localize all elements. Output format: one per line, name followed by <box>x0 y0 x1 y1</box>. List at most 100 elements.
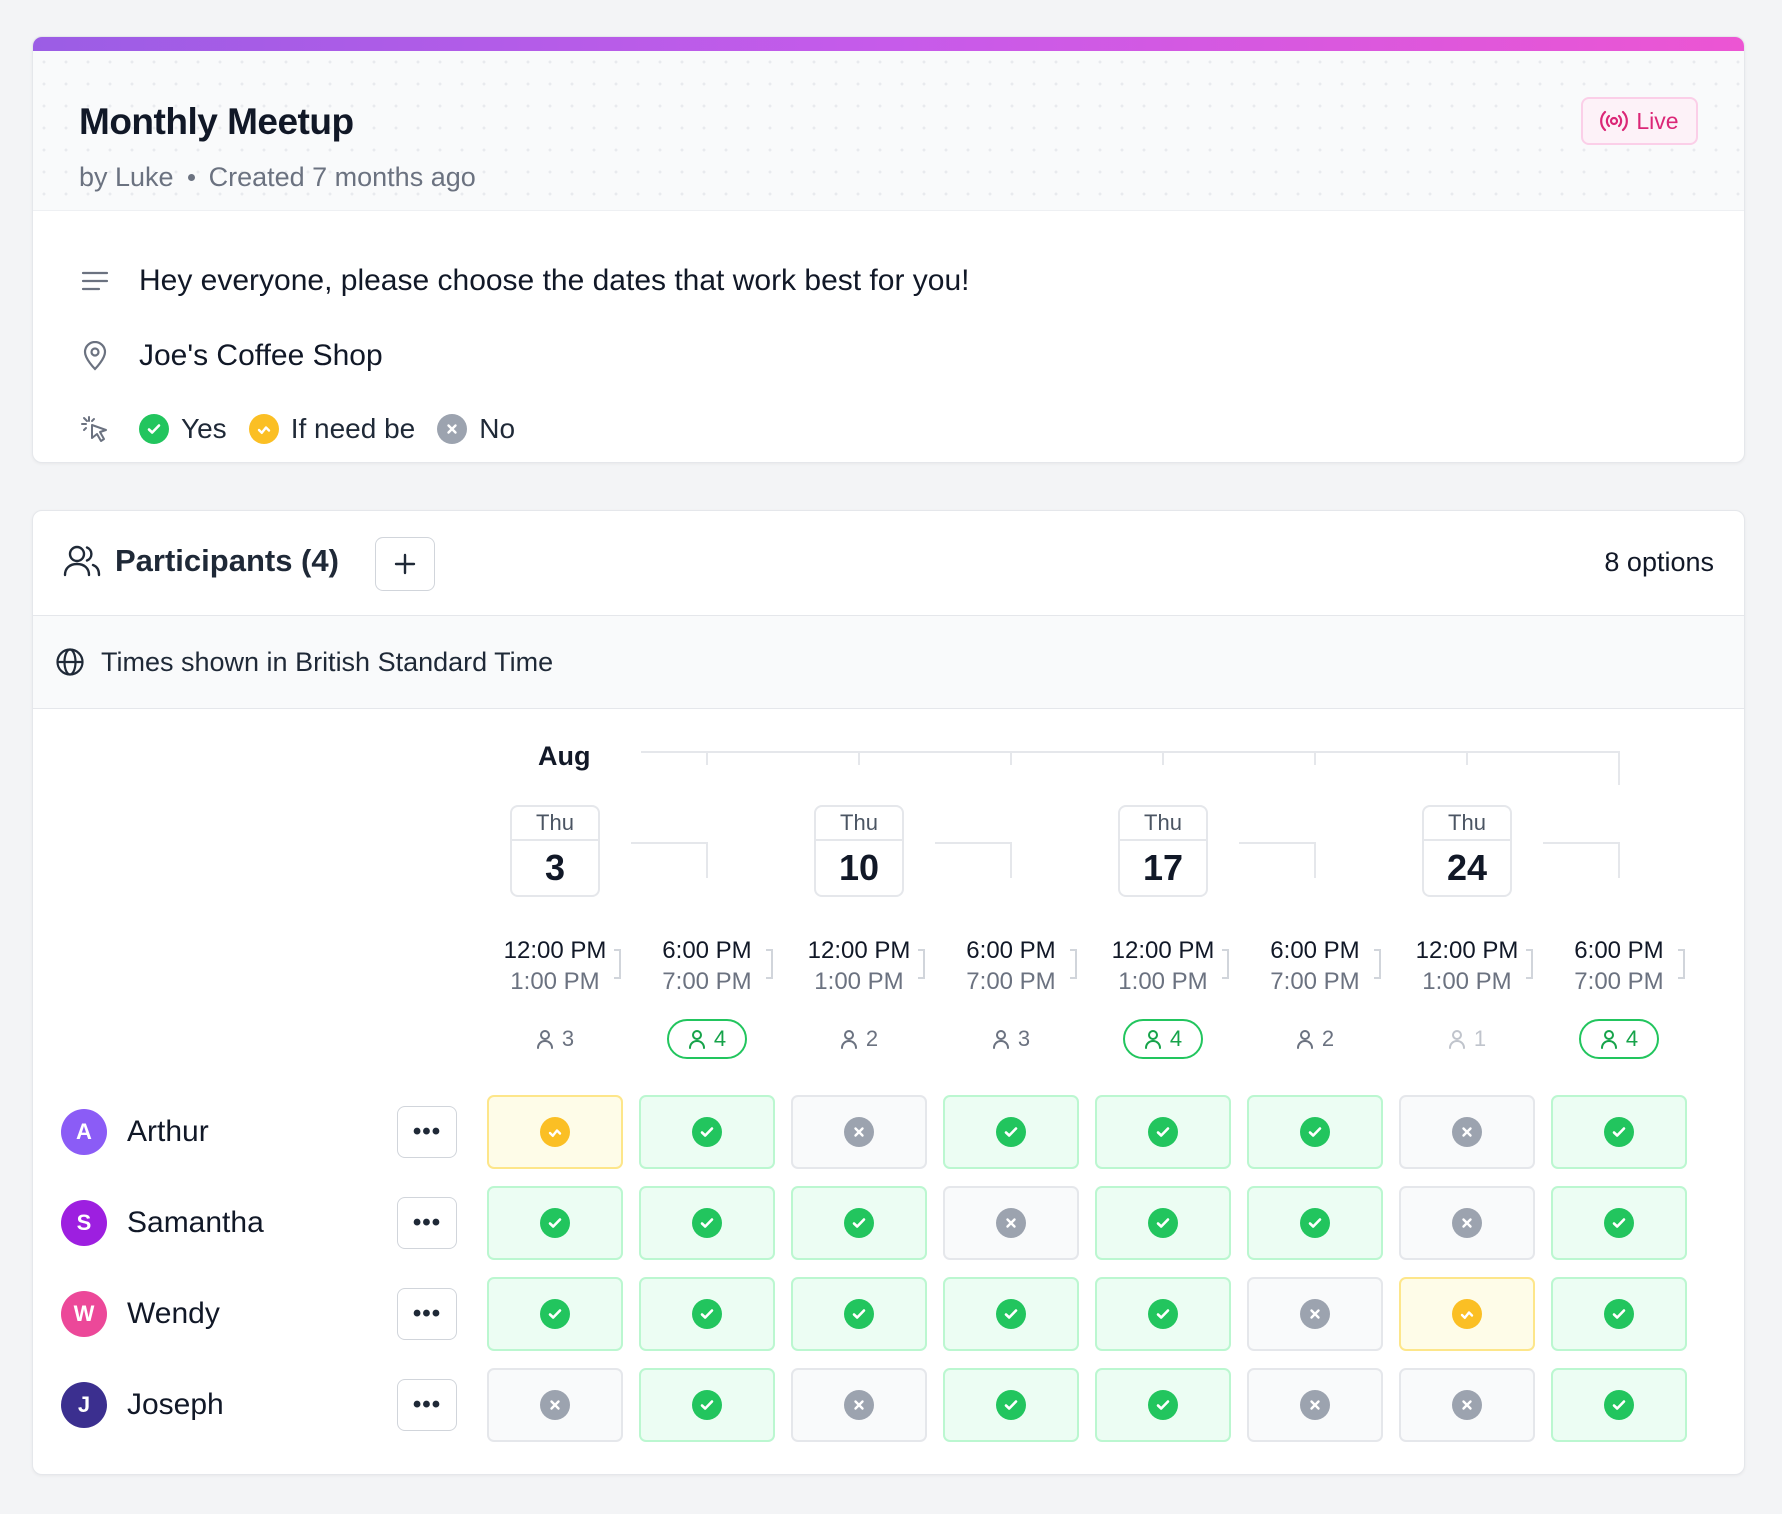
vote-cell-yes[interactable] <box>1551 1368 1687 1442</box>
user-icon <box>688 1030 705 1049</box>
slot-end-time: 7:00 PM <box>966 968 1056 995</box>
user-icon <box>840 1030 857 1049</box>
map-pin-icon <box>79 340 111 372</box>
legend-ifneed: If need be <box>248 413 415 445</box>
vote-cell-no[interactable] <box>1247 1368 1383 1442</box>
date-connector <box>1239 842 1315 844</box>
vote-cell-no[interactable] <box>791 1095 927 1169</box>
vote-cell-no[interactable] <box>943 1186 1079 1260</box>
check-icon <box>692 1208 722 1238</box>
add-participant-button[interactable] <box>375 537 435 591</box>
participant-count: 2 <box>1275 1019 1355 1059</box>
vote-cell-ifneed[interactable] <box>487 1095 623 1169</box>
vote-cell-no[interactable] <box>1399 1368 1535 1442</box>
vote-cell-no[interactable] <box>1399 1186 1535 1260</box>
vote-cell-yes[interactable] <box>1551 1095 1687 1169</box>
participants-card: Participants (4) 8 options Times shown i… <box>32 510 1745 1475</box>
participant-row: J Joseph <box>61 1368 224 1442</box>
vote-cell-no[interactable] <box>487 1368 623 1442</box>
date-weekday: Thu <box>512 807 598 841</box>
vote-cell-yes[interactable] <box>639 1186 775 1260</box>
timezone-bar[interactable]: Times shown in British Standard Time <box>33 616 1744 709</box>
date-day: 17 <box>1142 847 1184 888</box>
vote-cell-yes[interactable] <box>487 1186 623 1260</box>
vote-cell-yes[interactable] <box>1551 1186 1687 1260</box>
vote-cell-yes[interactable] <box>639 1277 775 1351</box>
time-bracket <box>766 949 773 979</box>
participant-count: 4 <box>1579 1019 1659 1059</box>
participant-menu-button[interactable]: ••• <box>397 1197 457 1249</box>
vote-cell-yes[interactable] <box>639 1368 775 1442</box>
time-slot[interactable]: 6:00 PM 7:00 PM <box>935 937 1087 996</box>
participants-title: Participants (4) <box>63 543 339 579</box>
participant-count-value: 2 <box>865 1026 879 1051</box>
vote-cell-yes[interactable] <box>1247 1186 1383 1260</box>
vote-cell-yes[interactable] <box>1095 1095 1231 1169</box>
vote-cell-yes[interactable] <box>791 1277 927 1351</box>
time-slot[interactable]: 12:00 PM 1:00 PM <box>1391 937 1543 996</box>
date-connector-tick <box>1314 842 1316 878</box>
vote-cell-yes[interactable] <box>1095 1368 1231 1442</box>
vote-cell-yes[interactable] <box>943 1095 1079 1169</box>
user-icon <box>1296 1030 1313 1049</box>
time-slot[interactable]: 6:00 PM 7:00 PM <box>1543 937 1695 996</box>
month-rule <box>641 751 1619 753</box>
legend-row: Yes If need be No <box>79 413 537 445</box>
slot-start-time: 6:00 PM <box>966 937 1056 964</box>
time-slot[interactable]: 12:00 PM 1:00 PM <box>1087 937 1239 996</box>
vote-cell-yes[interactable] <box>1095 1186 1231 1260</box>
check-icon <box>1148 1117 1178 1147</box>
month-tick <box>706 751 708 765</box>
slot-end-time: 7:00 PM <box>1574 968 1664 995</box>
vote-cell-yes[interactable] <box>943 1368 1079 1442</box>
check-icon <box>1604 1208 1634 1238</box>
participant-name: Wendy <box>127 1297 220 1330</box>
participant-name: Samantha <box>127 1206 264 1239</box>
participant-menu-button[interactable]: ••• <box>397 1379 457 1431</box>
poll-location: Joe's Coffee Shop <box>139 339 383 372</box>
date-box: Thu 3 <box>510 805 600 897</box>
x-icon <box>1300 1299 1330 1329</box>
vote-cell-ifneed[interactable] <box>1399 1277 1535 1351</box>
legend-no-label: No <box>479 413 516 444</box>
participant-menu-button[interactable]: ••• <box>397 1288 457 1340</box>
date-connector <box>631 842 707 844</box>
users-icon <box>63 545 101 577</box>
user-icon <box>1144 1030 1161 1049</box>
vote-cell-yes[interactable] <box>1551 1277 1687 1351</box>
vote-cell-no[interactable] <box>1247 1277 1383 1351</box>
time-slot[interactable]: 6:00 PM 7:00 PM <box>631 937 783 996</box>
poll-title: Monthly Meetup <box>79 101 354 142</box>
participant-menu-button[interactable]: ••• <box>397 1106 457 1158</box>
avatar: W <box>61 1291 107 1337</box>
time-bracket <box>1374 949 1381 979</box>
x-icon <box>1452 1390 1482 1420</box>
time-slot[interactable]: 12:00 PM 1:00 PM <box>479 937 631 996</box>
check-icon <box>139 414 169 444</box>
timezone-label: Times shown in British Standard Time <box>101 646 554 677</box>
globe-icon <box>56 648 84 676</box>
slot-start-time: 6:00 PM <box>1270 937 1360 964</box>
participant-count-value: 4 <box>713 1026 727 1051</box>
poll-byline: by Luke Created 7 months ago <box>79 162 476 193</box>
vote-cell-no[interactable] <box>1399 1095 1535 1169</box>
vote-cell-yes[interactable] <box>943 1277 1079 1351</box>
vote-cell-yes[interactable] <box>487 1277 623 1351</box>
vote-cell-no[interactable] <box>791 1368 927 1442</box>
participant-count: 3 <box>515 1019 595 1059</box>
user-icon <box>1448 1030 1465 1049</box>
slot-end-time: 1:00 PM <box>1118 968 1208 995</box>
location-row: Joe's Coffee Shop <box>79 339 383 373</box>
vote-cell-yes[interactable] <box>639 1095 775 1169</box>
vote-cell-yes[interactable] <box>1247 1095 1383 1169</box>
check-icon <box>1148 1299 1178 1329</box>
poll-author: by Luke <box>79 162 174 192</box>
vote-cell-yes[interactable] <box>791 1186 927 1260</box>
vote-cell-yes[interactable] <box>1095 1277 1231 1351</box>
time-slot[interactable]: 12:00 PM 1:00 PM <box>783 937 935 996</box>
avatar: A <box>61 1109 107 1155</box>
time-slot[interactable]: 6:00 PM 7:00 PM <box>1239 937 1391 996</box>
slot-end-time: 7:00 PM <box>1270 968 1360 995</box>
participant-count-value: 1 <box>1473 1026 1487 1051</box>
time-bracket <box>614 949 621 979</box>
